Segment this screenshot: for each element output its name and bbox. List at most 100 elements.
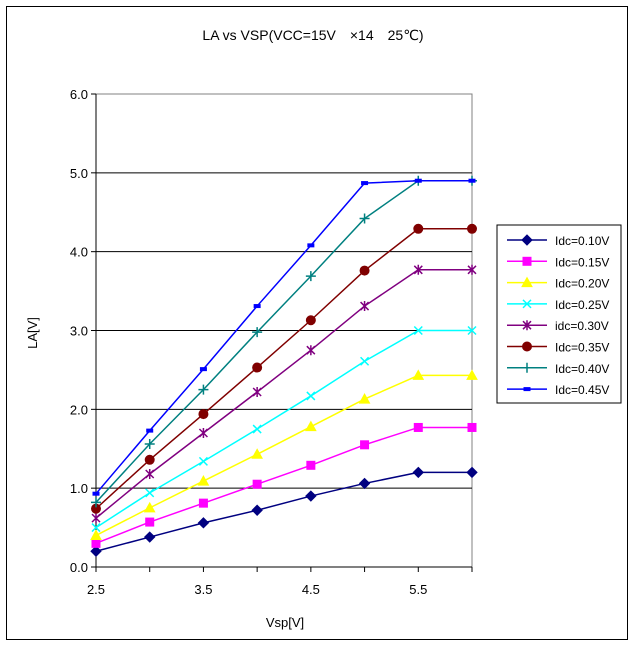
legend-label: Idc=0.40V — [555, 362, 609, 376]
legend-label: idc=0.30V — [555, 319, 609, 333]
x-tick-label: 5.5 — [409, 582, 427, 597]
legend-entry-2: Idc=0.15V — [507, 255, 609, 269]
data-point — [252, 479, 262, 489]
data-point — [91, 497, 101, 508]
data-point — [412, 466, 424, 479]
data-point — [413, 325, 423, 336]
data-point — [91, 513, 101, 524]
data-point — [252, 386, 262, 397]
data-point — [143, 501, 156, 513]
x-tick-label: 2.5 — [87, 582, 105, 597]
data-point — [253, 304, 261, 309]
legend-label: Idc=0.35V — [555, 341, 609, 355]
y-tick-label: 6.0 — [70, 87, 88, 102]
series-line — [95, 374, 472, 537]
data-point — [360, 301, 370, 312]
chart-title: LA vs VSP(VCC=15V ×14 25℃) — [202, 27, 423, 43]
data-point — [306, 460, 316, 470]
legend-marker — [522, 256, 532, 266]
data-point — [197, 475, 210, 486]
y-tick-label: 5.0 — [70, 166, 88, 181]
series-line — [95, 228, 472, 510]
legend: Idc=0.10V Idc=0.15V Idc=0.20V Idc=0.25V idc=… — [496, 224, 622, 404]
data-point — [358, 477, 371, 490]
data-point — [90, 529, 102, 540]
data-point — [91, 538, 101, 548]
data-point — [252, 362, 263, 373]
data-point — [358, 393, 371, 404]
data-point — [360, 440, 370, 450]
data-point — [145, 517, 155, 527]
y-tick-label: 3.0 — [70, 324, 88, 339]
data-point — [305, 490, 317, 502]
series-line — [95, 269, 472, 519]
legend-entry-7: Idc=0.40V — [507, 362, 609, 376]
data-point — [413, 422, 423, 432]
data-point — [198, 456, 208, 466]
y-tick-label: 2.0 — [70, 402, 88, 417]
series-1 — [90, 466, 478, 557]
data-point — [412, 369, 425, 380]
data-point — [144, 531, 156, 543]
series-line — [95, 329, 472, 529]
series-3 — [90, 369, 478, 540]
data-point — [144, 454, 155, 465]
x-axis-label: Vsp[V] — [266, 615, 304, 630]
data-point — [251, 504, 263, 516]
data-point — [198, 498, 208, 508]
series-4 — [91, 325, 477, 533]
legend-marker — [521, 234, 533, 246]
series-line — [95, 426, 472, 545]
data-point — [467, 264, 477, 275]
data-point — [307, 243, 315, 248]
data-point — [467, 422, 477, 432]
data-point — [198, 427, 208, 438]
legend-marker — [521, 276, 533, 288]
data-point — [91, 523, 101, 533]
data-point — [144, 439, 155, 450]
data-point — [146, 428, 154, 433]
legend-marker — [523, 387, 531, 392]
legend-box — [496, 224, 622, 404]
data-point — [198, 409, 209, 420]
data-point — [199, 367, 207, 372]
series-5 — [91, 264, 477, 524]
legend-entry-3: Idc=0.20V — [507, 276, 609, 291]
data-point — [468, 178, 476, 183]
data-point — [197, 517, 210, 529]
data-point — [90, 545, 102, 557]
legend-label: Idc=0.20V — [555, 277, 609, 291]
legend-marker — [522, 341, 532, 352]
series-line — [95, 179, 472, 503]
data-point — [467, 325, 477, 336]
data-point — [414, 178, 422, 183]
data-point — [198, 384, 209, 395]
data-point — [305, 271, 316, 282]
y-tick-label: 0.0 — [70, 560, 88, 575]
data-point — [252, 424, 262, 434]
data-point — [413, 223, 424, 234]
data-point — [306, 391, 316, 401]
data-point — [361, 181, 369, 186]
data-point — [466, 369, 478, 380]
plot-area: 0.0 1.0 2.0 3.0 4.0 5.0 6.0 2.5 3.5 4.5 5.5 — [70, 87, 478, 597]
legend-entry-6: Idc=0.35V — [507, 341, 609, 355]
y-tick-label: 1.0 — [70, 481, 88, 496]
series-line — [95, 179, 472, 495]
legend-label: Idc=0.45V — [555, 383, 609, 397]
legend-marker — [522, 299, 532, 309]
y-tick-label: 4.0 — [70, 245, 88, 260]
series-6 — [91, 223, 477, 514]
data-point — [92, 491, 100, 496]
series-8 — [92, 178, 476, 496]
series-line — [95, 471, 472, 552]
chart: LA vs VSP(VCC=15V ×14 25℃) 0.0 1.0 2.0 3.0 4… — [25, 27, 622, 630]
data-point — [359, 265, 370, 276]
data-point — [305, 315, 316, 326]
data-point — [413, 264, 423, 275]
x-tick-label: 4.5 — [302, 582, 320, 597]
data-point — [145, 468, 155, 479]
data-point — [359, 213, 370, 224]
data-point — [145, 488, 155, 498]
data-point — [252, 327, 263, 338]
